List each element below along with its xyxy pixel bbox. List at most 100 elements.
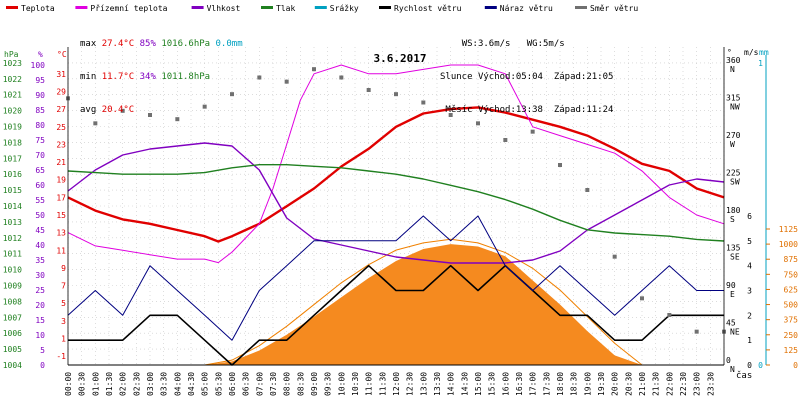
max-humidity: 85% [139,39,156,49]
x-tick-label: 12:00 [392,372,401,396]
min-label: min [80,72,97,82]
legend-swatch [379,6,391,9]
x-tick-label: 06:00 [228,372,237,396]
pressure-tick-label: 1005 [3,345,22,354]
wind-speed-tick-label: 5 [747,237,752,246]
wind-direction-label: N [730,365,735,374]
wind-direction-point [612,254,617,259]
legend-label: Tlak [276,4,295,13]
min-pressure: 1011.8hPa [161,72,211,82]
wind-direction-tick: 225 [726,169,741,178]
humidity-tick-label: 55 [35,196,45,205]
temperature-tick-label: 29 [56,87,66,96]
humidity-tick-label: 20 [35,301,45,310]
humidity-tick-label: 40 [35,241,45,250]
solar-tick-label: 500 [784,301,799,310]
x-tick-label: 21:00 [638,372,647,396]
humidity-tick-label: 80 [35,121,45,130]
legend-label: Teplota [21,4,55,13]
temperature-tick-label: 11 [56,246,66,255]
wind-gust-info: WG:5m/s [526,39,565,49]
temperature-tick-label: 3 [61,317,66,326]
wind-direction-label: E [730,290,735,299]
wind-direction-point [421,100,426,105]
wind-direction-unit: ° [727,48,732,57]
x-tick-label: 02:30 [132,372,141,396]
legend-label: Směr větru [590,4,638,13]
humidity-tick-label: 45 [35,226,45,235]
wind-speed-tick-label: 3 [747,287,752,296]
wind-direction-tick: 360 [726,56,741,65]
wind-direction-point [175,117,180,122]
wind-direction-point [503,138,508,142]
wind-direction-point [202,104,207,109]
x-tick-label: 02:00 [119,372,128,396]
legend-swatch [6,6,18,9]
wind-direction-point [530,129,535,134]
solar-tick-label: 125 [784,346,799,355]
temperature-tick-label: 19 [56,176,66,185]
x-tick-label: 19:30 [597,372,606,396]
temperature-tick-label: 23 [56,140,66,149]
humidity-tick-label: 90 [35,91,45,100]
x-tick-label: 04:30 [187,372,196,396]
max-label: max [80,39,97,49]
x-tick-label: 00:00 [64,372,73,396]
temperature-axis-unit: °C [57,50,67,59]
pressure-tick-label: 1010 [3,266,22,275]
temperature-tick-label: 1 [61,335,66,344]
x-tick-label: 01:00 [91,372,100,396]
temperature-tick-label: 31 [56,70,66,79]
solar-tick-label: 250 [784,331,799,340]
wind-direction-tick: 90 [726,281,736,290]
humidity-tick-label: 65 [35,166,45,175]
humidity-tick-label: 15 [35,316,45,325]
pressure-tick-label: 1015 [3,186,22,195]
chart-series [66,64,726,366]
wind-direction-tick: 180 [726,206,741,215]
min-humidity: 34% [139,72,156,82]
humidity-tick-label: 5 [40,346,45,355]
x-tick-label: 05:30 [214,372,223,396]
solar-tick-label: 875 [784,255,799,264]
pressure-tick-label: 1011 [3,250,22,259]
chart-title: 3.6.2017 [374,52,427,65]
moon-label: Měsíc [445,105,473,115]
avg-temp: 20.4°C [101,105,135,115]
sunset: Západ:21:05 [553,72,614,82]
x-tick-label: 08:00 [283,372,292,396]
wind-direction-point [558,163,562,167]
wind-direction-label: NE [730,328,740,337]
wind-speed-tick-label: 4 [747,262,752,271]
chart-legend: Teplota Přízemní teplota Vlhkost Tlak Srážky… [6,4,638,13]
pressure-tick-label: 1004 [3,361,22,370]
humidity-tick-label: 30 [35,271,45,280]
wind-direction-label: W [730,140,735,149]
humidity-tick-label: 95 [35,76,45,85]
wind-direction-point [366,88,371,92]
sun-position-curve [204,238,643,366]
x-tick-label: 11:00 [365,372,374,396]
x-tick-label: 18:00 [556,372,565,396]
legend-swatch [575,6,587,9]
series-tlak [67,163,725,242]
wind-direction-tick: 270 [726,131,741,140]
pressure-tick-label: 1007 [3,313,22,322]
wind-direction-point [148,113,152,117]
wind-speed-info: WS:3.6m/s [461,39,511,49]
astro-block: WS:3.6m/s WG:5m/s Slunce Východ:05:04 Zá… [440,17,613,138]
humidity-tick-label: 50 [35,211,45,220]
x-tick-label: 17:00 [529,372,538,396]
x-tick-label: 10:30 [351,372,360,396]
humidity-tick-label: 85 [35,106,45,115]
solar-tick-label: 0 [793,361,798,370]
humidity-tick-label: 0 [40,361,45,370]
legend-swatch [314,6,327,9]
solar-tick-label: 750 [784,270,799,279]
min-temp: 11.7°C [101,72,135,82]
x-tick-label: 22:00 [665,372,674,396]
sun-label: Slunce [440,72,473,82]
series-teplota [67,106,725,243]
